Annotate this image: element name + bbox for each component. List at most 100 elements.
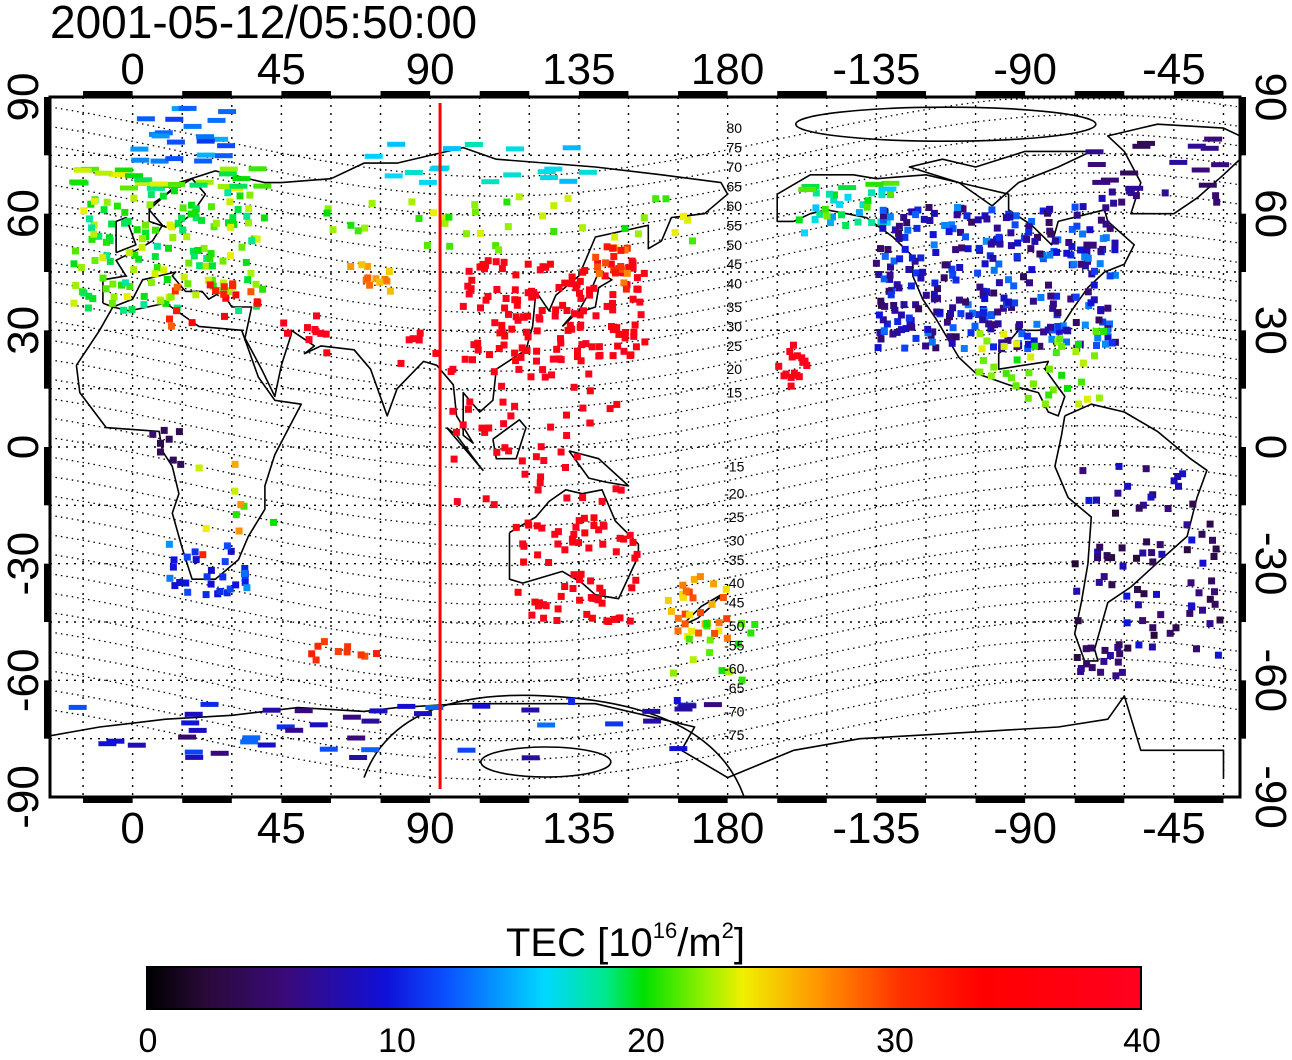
tec-point	[405, 336, 413, 344]
tec-point	[551, 530, 559, 538]
tec-point	[270, 518, 278, 526]
tec-point	[673, 697, 681, 704]
tec-point	[372, 275, 380, 283]
tec-point	[1074, 617, 1082, 625]
tec-point	[163, 276, 171, 283]
tec-point	[568, 280, 576, 288]
tec-point	[386, 287, 394, 295]
tec-point	[1094, 334, 1102, 342]
tec-point	[523, 346, 531, 354]
tec-point	[891, 306, 899, 314]
tec-point	[1084, 254, 1092, 262]
tec-point	[570, 383, 578, 391]
tec-point	[235, 527, 243, 535]
tec-point	[1102, 340, 1109, 348]
tec-point	[664, 596, 672, 604]
right-lat-tick-label: -90	[1246, 765, 1292, 829]
tec-point	[564, 194, 572, 202]
tec-point	[441, 219, 449, 227]
tec-point	[1175, 482, 1182, 490]
tec-point	[581, 529, 589, 537]
tec-point	[965, 312, 973, 320]
contour-label: 45	[726, 256, 742, 272]
tec-point	[703, 620, 711, 628]
tec-observations	[68, 105, 1230, 761]
tec-point	[1073, 211, 1081, 219]
tec-point	[72, 247, 79, 255]
top-lon-tick-label: -45	[1142, 45, 1206, 94]
tec-point	[912, 334, 920, 342]
tec-point	[418, 179, 437, 185]
tec-point	[978, 345, 986, 353]
tec-point	[223, 542, 231, 550]
tec-point	[151, 270, 159, 278]
tec-point	[1014, 239, 1022, 247]
tec-point	[590, 522, 598, 529]
tec-point	[546, 260, 554, 268]
tec-point	[373, 650, 380, 657]
tec-point	[1011, 221, 1019, 229]
tec-point	[1083, 247, 1091, 255]
tec-point	[364, 274, 372, 282]
tec-point	[540, 175, 559, 181]
tec-point	[1084, 288, 1092, 296]
tec-point	[185, 754, 204, 760]
tec-point	[202, 262, 210, 270]
tec-point	[803, 362, 811, 369]
tec-point	[167, 293, 175, 301]
tec-point	[1101, 646, 1109, 654]
tec-point	[983, 337, 991, 345]
tec-point	[130, 266, 138, 274]
frame-tick-left	[44, 563, 50, 622]
tec-point	[505, 310, 512, 318]
tec-point	[1045, 219, 1053, 226]
tec-point	[669, 746, 688, 752]
tec-point	[248, 166, 267, 172]
tec-point	[880, 212, 887, 219]
tec-point	[498, 265, 506, 273]
tec-point	[679, 593, 687, 601]
tec-point	[243, 584, 251, 592]
tec-point	[952, 333, 960, 341]
tec-point	[260, 214, 268, 222]
tec-point	[573, 453, 581, 461]
tec-point	[154, 130, 173, 136]
tec-point	[192, 205, 200, 213]
tec-point	[576, 596, 584, 604]
tec-point	[121, 208, 129, 216]
tec-point	[884, 246, 892, 253]
tec-point	[903, 219, 911, 227]
tec-point	[538, 524, 546, 532]
tec-point	[598, 497, 606, 505]
tec-point	[559, 301, 567, 309]
tec-point	[949, 225, 957, 233]
tec-point	[633, 285, 641, 293]
tec-point	[511, 286, 519, 294]
tec-point	[171, 187, 178, 195]
tec-point	[69, 179, 88, 185]
tec-point	[1140, 590, 1148, 598]
tec-point	[956, 264, 964, 271]
tec-point	[854, 218, 862, 226]
tec-point	[563, 411, 570, 419]
tec-point	[628, 257, 636, 265]
tec-point	[1120, 170, 1139, 176]
tec-point	[878, 191, 886, 199]
tec-point	[1083, 241, 1091, 249]
tec-point	[196, 138, 215, 144]
tec-point	[681, 620, 689, 628]
tec-point	[1056, 335, 1064, 343]
tec-point	[1189, 500, 1197, 508]
left-lat-tick-label: 30	[0, 306, 48, 355]
tec-point	[976, 368, 984, 376]
frame-tick-top	[380, 91, 431, 97]
tec-point	[1023, 235, 1031, 243]
tec-point	[989, 238, 997, 246]
tec-point	[1098, 194, 1106, 202]
tec-point	[614, 342, 622, 350]
tec-point	[901, 233, 909, 241]
tec-point	[570, 531, 578, 538]
tec-point	[616, 534, 624, 542]
frame-tick-top	[678, 91, 728, 97]
tec-point	[134, 181, 153, 186]
